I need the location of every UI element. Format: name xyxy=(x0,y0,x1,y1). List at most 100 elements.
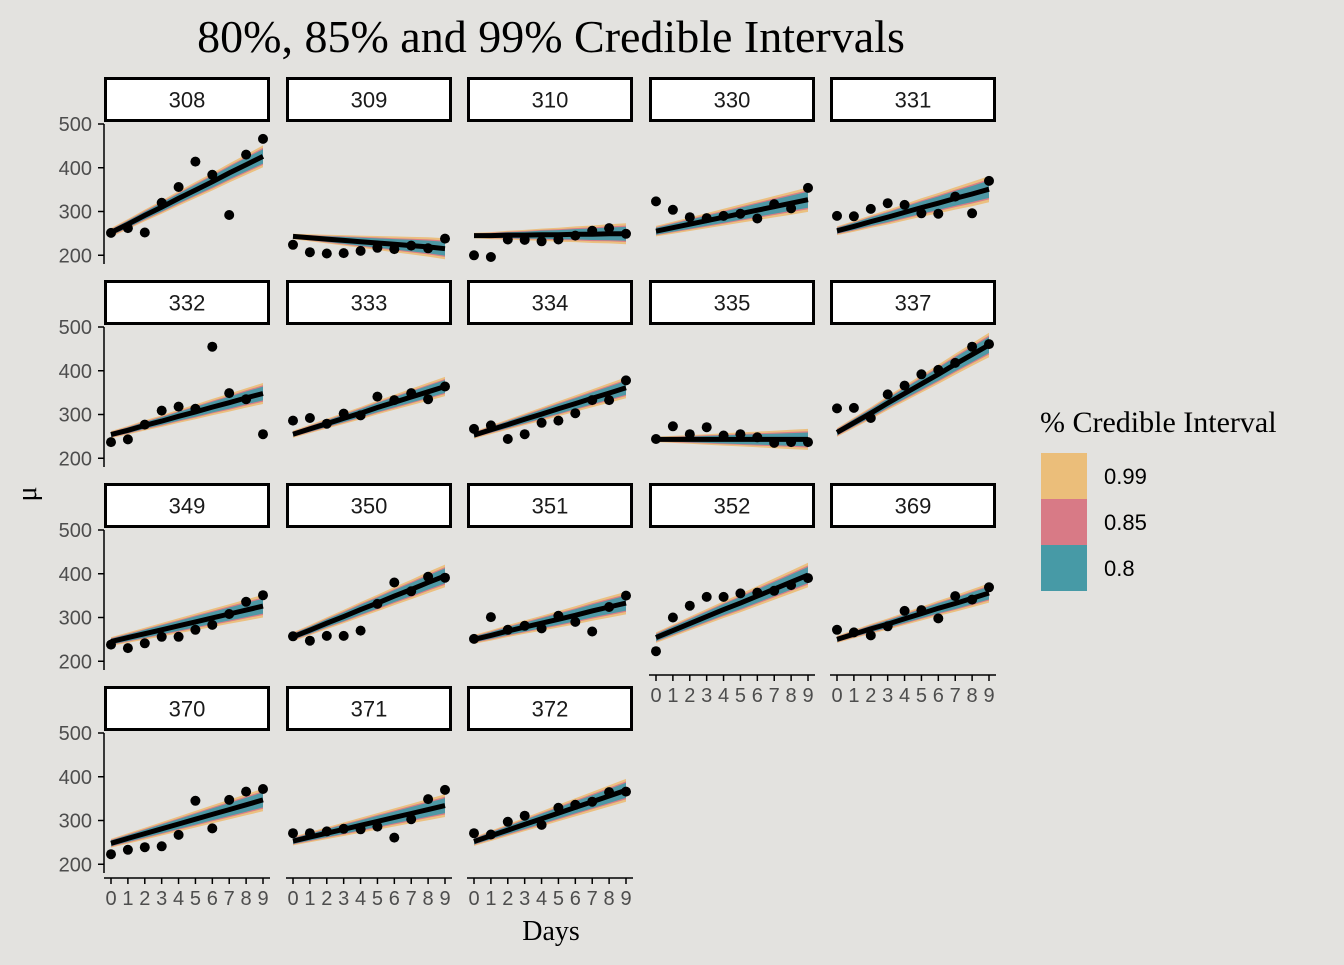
x-tick-label: 0 xyxy=(287,888,298,910)
facet-panel-349: 349 200 300 400 500 xyxy=(59,483,270,673)
data-point xyxy=(258,133,268,144)
data-point xyxy=(258,784,268,794)
x-tick-label: 9 xyxy=(439,888,450,910)
data-point xyxy=(190,403,201,414)
data-point xyxy=(406,814,417,825)
data-point xyxy=(355,824,366,835)
data-point xyxy=(372,821,383,832)
facet-panel-372: 372 0 1 2 3 4 5 6 7 8 9 xyxy=(467,686,633,910)
data-point xyxy=(321,630,332,641)
data-point xyxy=(651,196,661,207)
data-point xyxy=(156,197,167,208)
x-tick-label: 8 xyxy=(423,888,434,910)
data-point xyxy=(553,610,564,621)
data-point xyxy=(718,210,729,221)
data-point xyxy=(848,402,859,413)
x-tick-label: 4 xyxy=(173,888,184,910)
facet-strip xyxy=(286,77,452,122)
data-point xyxy=(389,577,400,588)
mean-fit-line xyxy=(836,186,990,234)
data-point xyxy=(139,638,150,649)
facet-strip xyxy=(467,77,633,122)
legend-title: % Credible Interval xyxy=(1040,406,1277,439)
x-tick-label: 7 xyxy=(769,685,780,707)
data-point xyxy=(406,240,417,251)
facet-strip-label: 333 xyxy=(351,291,388,316)
data-point xyxy=(485,420,496,431)
facet-strip-label: 372 xyxy=(532,697,569,722)
data-point xyxy=(241,149,252,160)
data-point xyxy=(372,391,383,402)
data-point xyxy=(173,631,184,642)
x-tick-label: 5 xyxy=(916,685,927,707)
data-point xyxy=(190,624,201,635)
data-point xyxy=(701,422,712,433)
x-tick-label: 9 xyxy=(257,888,268,910)
data-point xyxy=(865,630,876,641)
x-tick-label: 6 xyxy=(389,888,400,910)
data-point xyxy=(553,234,564,245)
data-point xyxy=(899,199,910,210)
mean-fit-line xyxy=(292,233,446,252)
x-tick-label: 7 xyxy=(950,685,961,707)
data-point xyxy=(173,829,184,840)
x-tick-label: 1 xyxy=(122,888,133,910)
x-tick-label: 1 xyxy=(485,888,496,910)
facet-strip xyxy=(467,483,633,528)
facet-strip-label: 331 xyxy=(895,88,932,113)
data-point xyxy=(288,631,298,642)
data-point xyxy=(570,230,581,241)
x-tick-label: 4 xyxy=(899,685,910,707)
data-point xyxy=(933,364,944,375)
y-tick-label: 300 xyxy=(59,811,92,833)
data-point xyxy=(587,796,598,807)
x-tick-label: 3 xyxy=(338,888,349,910)
data-point xyxy=(604,395,615,406)
data-point xyxy=(106,849,116,860)
data-point xyxy=(519,810,530,821)
data-point xyxy=(207,341,218,352)
data-point xyxy=(536,819,547,830)
x-tick-label: 9 xyxy=(620,888,631,910)
mean-fit-line xyxy=(655,197,809,234)
data-point xyxy=(440,784,450,795)
facet-panel-308: 308 200 300 400 500 xyxy=(59,77,270,267)
data-point xyxy=(769,437,780,448)
data-point xyxy=(241,786,252,797)
mean-fit-line xyxy=(110,797,264,846)
data-point xyxy=(355,625,366,636)
x-tick-label: 5 xyxy=(553,888,564,910)
x-tick-label: 6 xyxy=(752,685,763,707)
data-point xyxy=(423,571,434,582)
x-tick-label: 8 xyxy=(241,888,252,910)
facet-strip xyxy=(286,483,452,528)
x-tick-label: 2 xyxy=(865,685,876,707)
data-point xyxy=(786,203,797,214)
data-point xyxy=(304,635,315,646)
data-point xyxy=(769,199,780,210)
y-tick-label: 200 xyxy=(59,245,92,267)
data-point xyxy=(570,408,581,419)
data-point xyxy=(651,434,661,444)
y-tick-label: 200 xyxy=(59,651,92,673)
data-point xyxy=(553,802,564,813)
x-tick-label: 6 xyxy=(570,888,581,910)
data-point xyxy=(604,223,615,234)
data-point xyxy=(139,842,150,853)
data-point xyxy=(667,421,678,432)
x-tick-label: 1 xyxy=(667,685,678,707)
data-point xyxy=(832,210,842,221)
data-point xyxy=(684,212,695,223)
mean-fit-line xyxy=(836,590,990,642)
facet-strip xyxy=(286,686,452,731)
x-tick-label: 0 xyxy=(105,888,116,910)
data-point xyxy=(667,612,678,623)
data-point xyxy=(389,244,400,255)
facet-strip-label: 330 xyxy=(714,88,751,113)
data-point xyxy=(984,582,994,593)
data-point xyxy=(288,239,298,250)
y-tick-label: 300 xyxy=(59,202,92,224)
legend-label: 0.85 xyxy=(1104,510,1147,535)
data-point xyxy=(423,394,434,405)
data-point xyxy=(899,605,910,616)
